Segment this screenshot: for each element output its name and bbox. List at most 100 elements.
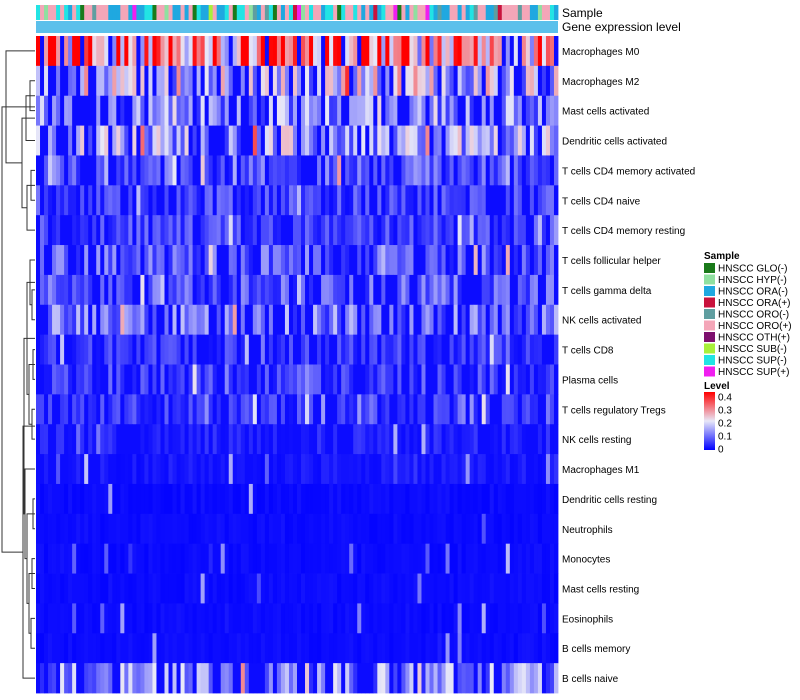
heatmap-cell <box>148 215 153 246</box>
heatmap-cell <box>361 573 366 604</box>
heatmap-cell <box>36 483 41 515</box>
heatmap-cell <box>381 483 386 515</box>
heatmap-cell <box>112 483 117 515</box>
heatmap-cell <box>393 65 398 97</box>
heatmap-cell <box>413 274 418 306</box>
row-label: Mast cells resting <box>562 585 639 596</box>
heatmap-cell <box>264 513 270 545</box>
heatmap-cell <box>284 454 290 485</box>
heatmap-cell <box>445 633 450 664</box>
heatmap-cell <box>176 36 181 67</box>
heatmap-cell <box>521 36 527 67</box>
heatmap-cell <box>100 364 105 395</box>
heatmap-cell <box>429 454 434 485</box>
heatmap-cell <box>529 454 535 485</box>
heatmap-cell <box>212 394 218 425</box>
heatmap-cell <box>385 543 390 574</box>
heatmap-cell <box>40 364 45 395</box>
heatmap-cell <box>112 663 117 694</box>
heatmap-cell <box>445 454 450 485</box>
heatmap-cell <box>325 454 330 485</box>
heatmap-cell <box>437 573 442 604</box>
heatmap-cell <box>361 364 366 395</box>
heatmap-cell <box>345 483 350 515</box>
heatmap-cell <box>541 394 547 425</box>
heatmap-cell <box>252 633 258 664</box>
heatmap-cell <box>272 155 278 186</box>
heatmap-cell <box>260 65 266 97</box>
heatmap-cell <box>104 364 109 395</box>
heatmap-cell <box>449 65 454 97</box>
heatmap-cell <box>553 215 559 246</box>
heatmap-cell <box>180 454 185 485</box>
heatmap-cell <box>124 95 129 126</box>
heatmap-cell <box>280 36 286 67</box>
heatmap-cell <box>228 543 234 574</box>
heatmap-cell <box>236 215 242 246</box>
heatmap-cell <box>493 663 499 694</box>
heatmap-cell <box>317 65 322 97</box>
heatmap-cell <box>453 603 459 634</box>
heatmap-cell <box>481 36 487 67</box>
heatmap-cell <box>325 36 330 67</box>
heatmap-cell <box>521 245 527 276</box>
sample-annotation-cell <box>309 5 314 20</box>
heatmap-cell <box>204 663 210 694</box>
heatmap-cell <box>168 543 173 574</box>
heatmap-cell <box>417 334 422 365</box>
heatmap-cell <box>172 663 177 694</box>
sample-annotation-cell <box>461 5 467 20</box>
heatmap-cell <box>429 483 434 515</box>
heatmap-cell <box>325 663 330 694</box>
heatmap-cell <box>72 364 77 395</box>
heatmap-cell <box>128 36 133 67</box>
heatmap-cell <box>284 543 290 574</box>
heatmap-cell <box>132 155 137 186</box>
heatmap-cell <box>72 155 77 186</box>
heatmap-cell <box>168 185 173 216</box>
heatmap-cell <box>160 125 165 156</box>
heatmap-cell <box>377 36 382 67</box>
heatmap-cell <box>212 424 218 455</box>
heatmap-cell <box>381 663 386 694</box>
heatmap-cell <box>421 424 426 455</box>
heatmap-cell <box>88 245 93 276</box>
heatmap-cell <box>104 573 109 604</box>
heatmap-cell <box>381 185 386 216</box>
heatmap-cell <box>36 394 41 425</box>
heatmap-cell <box>52 513 57 545</box>
heatmap-cell <box>457 454 463 485</box>
heatmap-cell <box>453 185 459 216</box>
heatmap-cell <box>292 543 298 574</box>
heatmap-cell <box>313 95 318 126</box>
heatmap-cell <box>200 394 206 425</box>
sample-annotation-cell <box>381 5 386 20</box>
heatmap-cell <box>413 36 418 67</box>
heatmap-cell <box>457 95 463 126</box>
heatmap-cell <box>256 65 262 97</box>
heatmap-cell <box>204 274 210 306</box>
heatmap-cell <box>48 65 53 97</box>
heatmap-cell <box>469 215 475 246</box>
heatmap-cell <box>276 364 282 395</box>
heatmap-cell <box>325 334 330 365</box>
heatmap-cell <box>120 95 125 126</box>
heatmap-cell <box>373 65 378 97</box>
heatmap-cell <box>385 663 390 694</box>
heatmap-cell <box>393 483 398 515</box>
heatmap-cell <box>337 185 342 216</box>
heatmap-cell <box>256 245 262 276</box>
heatmap-cell <box>224 513 230 545</box>
heatmap-cell <box>60 95 65 126</box>
heatmap-cell <box>533 36 539 67</box>
heatmap-cell <box>425 454 430 485</box>
heatmap-cell <box>84 155 89 186</box>
heatmap-cell <box>100 304 105 336</box>
heatmap-cell <box>533 215 539 246</box>
heatmap-cell <box>393 424 398 455</box>
heatmap-cell <box>329 274 334 306</box>
heatmap-cell <box>449 95 454 126</box>
heatmap-cell <box>232 454 238 485</box>
heatmap-cell <box>76 245 81 276</box>
heatmap-cell <box>40 95 45 126</box>
